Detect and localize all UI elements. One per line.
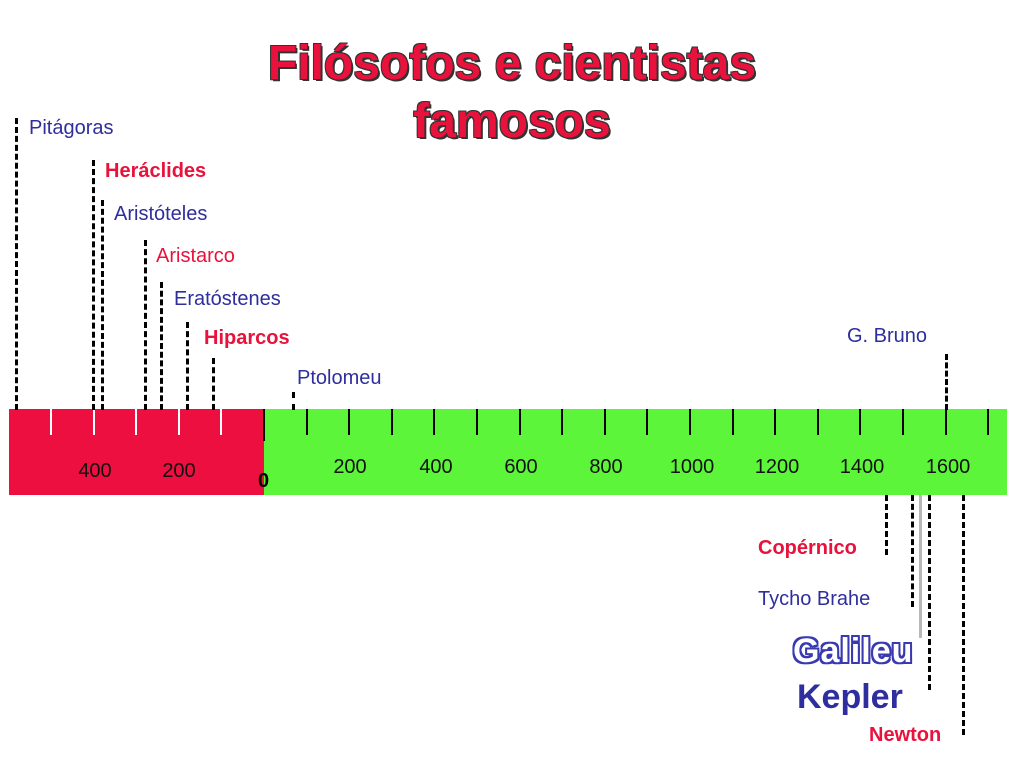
- axis-tick: [305, 409, 308, 435]
- slide-title-line-2: famosos: [413, 95, 611, 148]
- axis-label-1400: 1400: [839, 456, 885, 478]
- marker-tycho-brahe: [911, 495, 914, 607]
- axis-label-1000: 1000: [669, 456, 715, 478]
- label-ptolomeu: Ptolomeu: [297, 367, 382, 389]
- axis-tick: [220, 409, 223, 435]
- axis-tick: [603, 409, 606, 435]
- axis-tick: [987, 409, 990, 435]
- label-newton: Newton: [869, 724, 942, 746]
- axis-label-800: 800: [589, 456, 623, 478]
- axis-tick: [177, 409, 180, 435]
- axis-tick: [92, 409, 95, 435]
- ad-era-bar: [264, 409, 1007, 495]
- marker-aristoteles: [101, 200, 104, 410]
- axis-tick: [944, 409, 947, 435]
- axis-tick: [348, 409, 351, 435]
- axis-label-1600: 1600: [925, 456, 971, 478]
- axis-tick: [689, 409, 691, 435]
- axis-tick: [433, 409, 436, 435]
- marker-kepler: [928, 495, 931, 690]
- axis-tick: [731, 409, 734, 435]
- label-hiparcos: Hiparcos: [204, 327, 290, 349]
- label-aristoteles: Aristóteles: [114, 203, 208, 225]
- axis-label-400: 400: [419, 456, 453, 478]
- label-g-bruno: G. Bruno: [847, 325, 928, 347]
- axis-tick: [859, 409, 862, 435]
- axis-tick: [263, 409, 265, 441]
- label-aristarco: Aristarco: [156, 245, 235, 267]
- marker-ptolomeu: [292, 392, 295, 410]
- axis-label-600: 600: [504, 456, 538, 478]
- label-kepler: Kepler: [797, 678, 903, 716]
- marker-aristarco: [144, 240, 147, 410]
- label-pitagoras: Pitágoras: [29, 117, 114, 139]
- marker-hiparcos-2: [212, 358, 215, 410]
- axis-label-1200: 1200: [754, 456, 800, 478]
- axis-label-bc-400: 400: [78, 460, 112, 482]
- axis-tick: [902, 409, 904, 435]
- label-tycho-brahe: Tycho Brahe: [758, 588, 871, 610]
- marker-pitagoras: [15, 118, 18, 410]
- marker-hiparcos: [186, 322, 189, 410]
- axis-label-bc-200: 200: [162, 460, 196, 482]
- slide-title-line-1: Filósofos e cientistas: [267, 37, 757, 90]
- axis-tick: [646, 409, 649, 435]
- axis-label-zero: 0: [258, 470, 270, 492]
- axis-tick: [518, 409, 521, 435]
- axis-tick: [50, 409, 52, 435]
- label-galileu: Galileu: [793, 632, 914, 670]
- label-heraclides: Heráclides: [105, 160, 207, 182]
- axis-tick: [476, 409, 478, 435]
- marker-newton: [962, 495, 965, 735]
- label-copernico: Copérnico: [758, 537, 857, 559]
- axis-tick: [135, 409, 138, 435]
- axis-label-200: 200: [333, 456, 367, 478]
- axis-tick: [390, 409, 393, 435]
- marker-galileu: [919, 495, 922, 638]
- marker-g-bruno: [945, 354, 948, 410]
- marker-heraclides: [92, 160, 95, 410]
- marker-eratostenes: [160, 282, 163, 410]
- axis-tick: [816, 409, 819, 435]
- marker-copernico: [885, 495, 888, 555]
- axis-tick: [561, 409, 564, 435]
- axis-tick: [774, 409, 777, 435]
- label-eratostenes: Eratóstenes: [174, 288, 281, 310]
